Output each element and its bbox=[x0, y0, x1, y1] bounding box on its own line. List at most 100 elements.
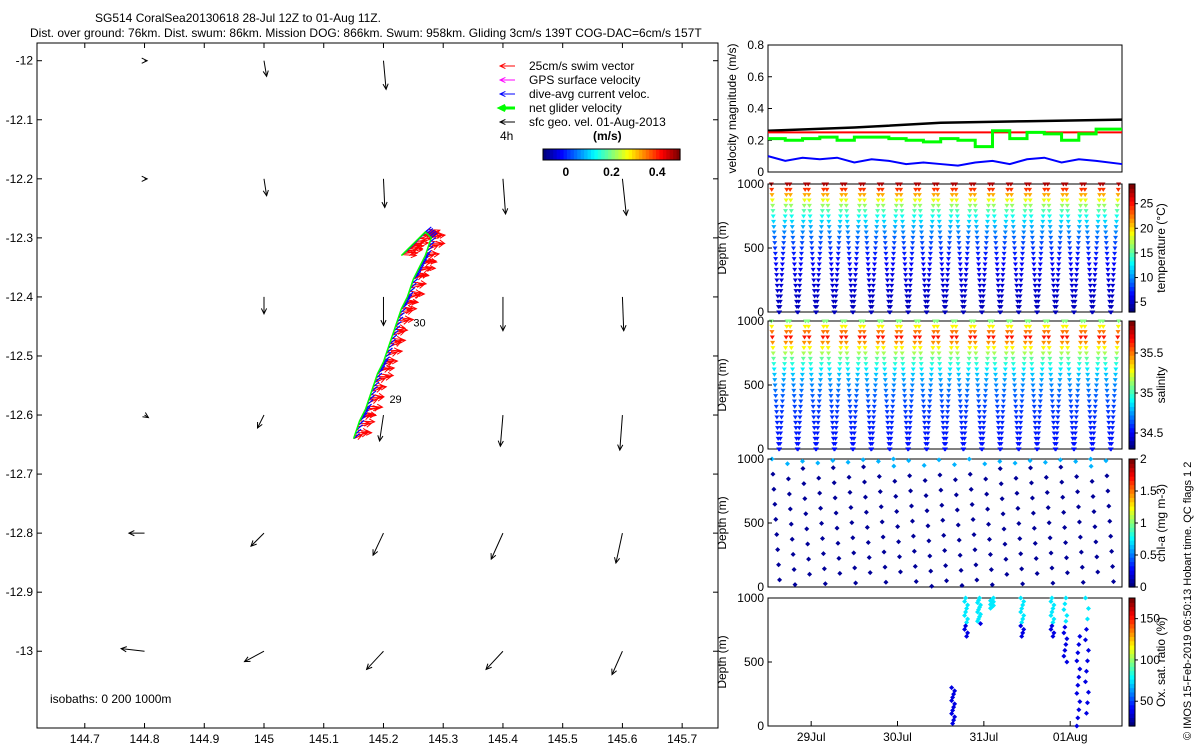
profile-point bbox=[817, 394, 823, 399]
profile-point bbox=[1077, 219, 1083, 224]
profile-point bbox=[1058, 367, 1064, 372]
profile-point bbox=[1062, 647, 1068, 653]
profile-point bbox=[889, 273, 895, 278]
profile-point bbox=[985, 209, 991, 214]
profile-point bbox=[1019, 399, 1025, 404]
colorbar-cell bbox=[1129, 321, 1135, 326]
profile-point bbox=[867, 570, 873, 576]
ytick-label: 500 bbox=[744, 378, 764, 392]
colorbar-cell bbox=[1129, 355, 1135, 360]
profile-point bbox=[890, 267, 896, 272]
profile-point bbox=[907, 431, 913, 436]
profile-point bbox=[1111, 257, 1117, 262]
profile-point bbox=[817, 246, 823, 251]
profile-point bbox=[1071, 310, 1077, 315]
profile-point bbox=[819, 346, 825, 351]
profile-point bbox=[1027, 193, 1033, 198]
profile-point bbox=[1091, 431, 1097, 436]
profile-point bbox=[791, 251, 797, 256]
profile-point bbox=[949, 193, 955, 198]
profile-point bbox=[1060, 187, 1066, 192]
profile-point bbox=[1113, 225, 1119, 230]
profile-point bbox=[957, 552, 963, 558]
profile-point bbox=[862, 346, 868, 351]
profile-point bbox=[1010, 219, 1016, 224]
profile-point bbox=[783, 198, 789, 203]
profile-point bbox=[1110, 273, 1116, 278]
profile-point bbox=[1031, 262, 1037, 267]
profile-point bbox=[1095, 362, 1101, 367]
profile-point bbox=[948, 219, 954, 224]
profile-point bbox=[882, 235, 888, 240]
profile-point bbox=[1114, 346, 1120, 351]
profile-point bbox=[863, 225, 869, 230]
profile-point bbox=[916, 330, 922, 335]
profile-point bbox=[966, 214, 972, 219]
colorbar-tick-label: 0.2 bbox=[603, 165, 620, 179]
profile-point bbox=[1072, 442, 1078, 447]
profile-point bbox=[911, 225, 917, 230]
colorbar-cell bbox=[1129, 540, 1135, 545]
profile-point bbox=[1009, 203, 1015, 208]
profile-point bbox=[1020, 251, 1026, 256]
profile-point bbox=[981, 410, 987, 415]
profile-point bbox=[857, 193, 863, 198]
profile-point bbox=[954, 209, 960, 214]
profile-point bbox=[938, 487, 944, 493]
colorbar-cell bbox=[1129, 501, 1135, 507]
profile-point bbox=[846, 394, 852, 399]
profile-point bbox=[827, 241, 833, 246]
profile-point bbox=[1050, 415, 1056, 420]
profile-point bbox=[851, 294, 857, 299]
colorbar-frame bbox=[1128, 183, 1136, 313]
profile-point bbox=[962, 420, 968, 425]
profile-point bbox=[1110, 420, 1116, 425]
profile-point bbox=[891, 372, 897, 377]
profile-point bbox=[778, 294, 784, 299]
colorbar-cell bbox=[570, 149, 575, 160]
profile-point bbox=[1109, 305, 1115, 310]
profile-point bbox=[1040, 351, 1046, 356]
colorbar-cell bbox=[1129, 619, 1135, 625]
profile-point bbox=[1105, 267, 1111, 272]
profile-point bbox=[999, 426, 1005, 431]
profile-point bbox=[938, 257, 944, 262]
profile-point bbox=[884, 278, 890, 283]
profile-point bbox=[946, 388, 952, 393]
profile-point bbox=[1037, 262, 1043, 267]
profile-point bbox=[955, 362, 961, 367]
profile-point bbox=[1100, 187, 1106, 192]
profile-point bbox=[852, 289, 858, 294]
colorbar-cell bbox=[1129, 213, 1135, 219]
profile-point bbox=[838, 203, 844, 208]
profile-point bbox=[857, 198, 863, 203]
profile-point bbox=[817, 383, 823, 388]
colorbar-cell bbox=[659, 149, 664, 160]
profile-point bbox=[800, 367, 806, 372]
profile-point bbox=[899, 209, 905, 214]
map-panel: 144.7 144.8 144.9 145 145.1 145.2 145.3 145.4 14… bbox=[6, 42, 719, 746]
profile-point bbox=[851, 431, 857, 436]
profile-point bbox=[1038, 251, 1044, 256]
profile-point bbox=[1085, 372, 1091, 377]
velocity-series-line bbox=[767, 155, 1123, 167]
profile-point bbox=[837, 351, 843, 356]
profile-point bbox=[894, 198, 900, 203]
profile-point bbox=[994, 262, 1000, 267]
profile-point bbox=[802, 330, 808, 335]
profile-point bbox=[791, 566, 797, 572]
profile-point bbox=[809, 383, 815, 388]
profile-point bbox=[847, 399, 853, 404]
profile-point bbox=[880, 346, 886, 351]
profile-point bbox=[1106, 420, 1112, 425]
profile-point bbox=[1056, 251, 1062, 256]
profile-point bbox=[949, 203, 955, 208]
profile-point bbox=[1056, 399, 1062, 404]
profile-point bbox=[1104, 246, 1110, 251]
profile-point bbox=[1111, 404, 1117, 409]
profile-point bbox=[869, 442, 875, 447]
profile-point bbox=[927, 394, 933, 399]
legend-swatch bbox=[498, 118, 515, 126]
colorbar-cell bbox=[1129, 359, 1135, 365]
profile-point bbox=[998, 310, 1004, 315]
